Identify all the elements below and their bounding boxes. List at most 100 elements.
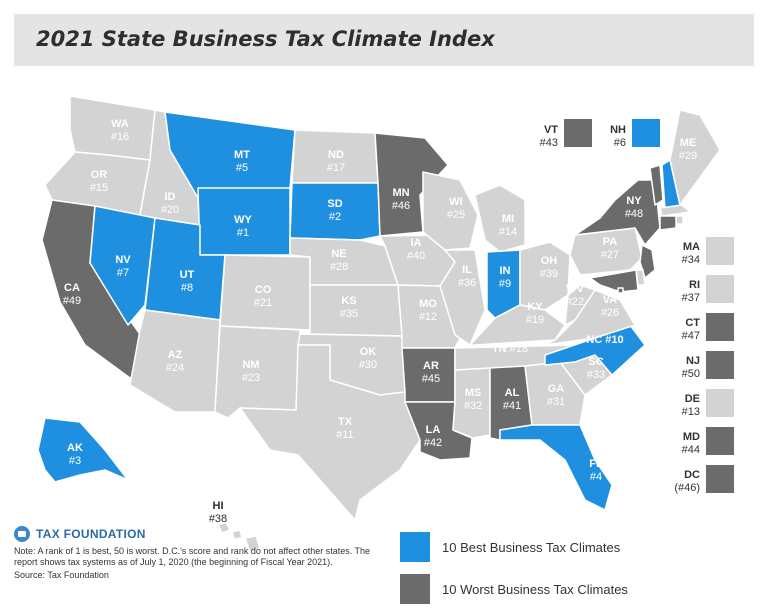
state-MI[interactable]	[474, 184, 526, 253]
rank-AL: #41	[503, 400, 521, 412]
label-IN: IN	[500, 265, 511, 277]
rank-NE: #28	[330, 261, 348, 273]
rank-MT: #5	[236, 162, 248, 174]
state-ME[interactable]	[669, 109, 721, 206]
label-MN: MN	[392, 187, 409, 199]
callout-DE-abbr: DE	[685, 393, 700, 405]
callout-MA-swatch[interactable]	[706, 237, 734, 265]
callout-CT-swatch[interactable]	[706, 313, 734, 341]
callout-MA-abbr: MA	[683, 241, 700, 253]
label-WA: WA	[111, 118, 129, 130]
label-NC-abbr: NC	[586, 334, 602, 346]
label-MO: MO	[419, 298, 437, 310]
callout-NH-rank: #6	[614, 137, 626, 149]
rank-WI: #25	[447, 209, 465, 221]
callout-MD-rank: #44	[682, 444, 700, 456]
label-FL: FL	[589, 458, 603, 470]
state-NV[interactable]	[89, 205, 156, 326]
state-DC[interactable]	[617, 287, 624, 294]
rank-CO: #21	[254, 297, 272, 309]
label-TN-abbr: TN	[492, 343, 507, 355]
label-MI: MI	[502, 213, 514, 225]
callout-NJ-abbr: NJ	[686, 355, 700, 367]
rank-KY: #19	[526, 314, 544, 326]
callout-RI-rank: #37	[682, 292, 700, 304]
rank-AK: #3	[69, 455, 81, 467]
state-MD[interactable]	[589, 269, 639, 293]
rank-AZ: #24	[166, 362, 184, 374]
rank-OK: #30	[359, 359, 377, 371]
rank-ND: #17	[327, 162, 345, 174]
callout-CT-rank: #47	[682, 330, 700, 342]
state-WV[interactable]	[564, 284, 596, 326]
state-MA[interactable]	[659, 204, 691, 217]
label-IA: IA	[411, 237, 422, 249]
state-AK[interactable]	[37, 417, 129, 483]
state-IL[interactable]	[439, 249, 486, 346]
legend-best-swatch	[400, 532, 430, 562]
label-AL: AL	[505, 387, 520, 399]
rank-PA: #27	[601, 249, 619, 261]
rank-OR: #15	[90, 182, 108, 194]
rank-NY: #48	[625, 208, 643, 220]
label-NC-rank: #10	[605, 334, 623, 346]
rank-AR: #45	[422, 373, 440, 385]
label-ND: ND	[328, 149, 344, 161]
state-HI[interactable]	[217, 521, 261, 553]
callout-DC-rank: (#46)	[674, 482, 700, 494]
label-KY: KY	[527, 301, 543, 313]
rank-CA: #49	[63, 295, 81, 307]
label-GA: GA	[548, 383, 565, 395]
label-AZ: AZ	[168, 349, 183, 361]
label-TX: TX	[338, 416, 353, 428]
label-CA: CA	[64, 282, 80, 294]
callout-DE-swatch[interactable]	[706, 389, 734, 417]
rank-SD: #2	[329, 211, 341, 223]
state-AZ[interactable]	[129, 309, 221, 413]
state-FL[interactable]	[499, 424, 613, 511]
rank-UT: #8	[181, 282, 193, 294]
rank-TX: #11	[336, 429, 354, 441]
label-WY: WY	[234, 214, 252, 226]
label-PA: PA	[603, 236, 618, 248]
callout-VT-swatch[interactable]	[564, 119, 592, 147]
state-NJ[interactable]	[639, 244, 656, 279]
state-WI[interactable]	[422, 171, 479, 251]
callout-MD-abbr: MD	[683, 431, 700, 443]
label-MT: MT	[234, 149, 250, 161]
label-SC: SC	[588, 356, 603, 368]
state-CT[interactable]	[659, 215, 677, 231]
rank-FL: #4	[590, 471, 602, 483]
callout-MD-swatch[interactable]	[706, 427, 734, 455]
legend: 10 Best Business Tax Climates 10 Worst B…	[400, 531, 628, 615]
callout-CT-abbr: CT	[685, 317, 700, 329]
state-TX[interactable]	[239, 344, 421, 521]
label-VA: VA	[603, 294, 618, 306]
rank-IN: #9	[499, 278, 511, 290]
label-OK: OK	[360, 346, 377, 358]
title-bar: 2021 State Business Tax Climate Index	[14, 14, 754, 66]
state-MN[interactable]	[374, 132, 449, 237]
state-SD[interactable]	[289, 182, 381, 241]
state-VT[interactable]	[649, 164, 664, 206]
state-KY[interactable]	[469, 304, 566, 346]
rank-VA: #26	[601, 307, 619, 319]
page-title: 2021 State Business Tax Climate Index	[36, 27, 495, 51]
source-note: Source: Tax Foundation	[14, 570, 109, 580]
state-RI[interactable]	[675, 215, 684, 225]
callout-RI-swatch[interactable]	[706, 275, 734, 303]
legend-worst-swatch	[400, 574, 430, 604]
label-WI: WI	[449, 196, 462, 208]
label-HI: HI	[213, 500, 224, 512]
callout-VT-rank: #43	[540, 137, 558, 149]
callout-DC-swatch[interactable]	[706, 465, 734, 493]
footnote: Note: A rank of 1 is best, 50 is worst. …	[14, 546, 371, 567]
logo-text: TAX FOUNDATION	[36, 527, 146, 541]
tax-foundation-logo: TAX FOUNDATION	[14, 526, 384, 542]
rank-WV: #22	[566, 296, 584, 308]
callout-NH-swatch[interactable]	[632, 119, 660, 147]
callout-NJ-swatch[interactable]	[706, 351, 734, 379]
label-ME: ME	[680, 137, 697, 149]
rank-OH: #39	[540, 268, 558, 280]
callout-RI-abbr: RI	[689, 279, 700, 291]
